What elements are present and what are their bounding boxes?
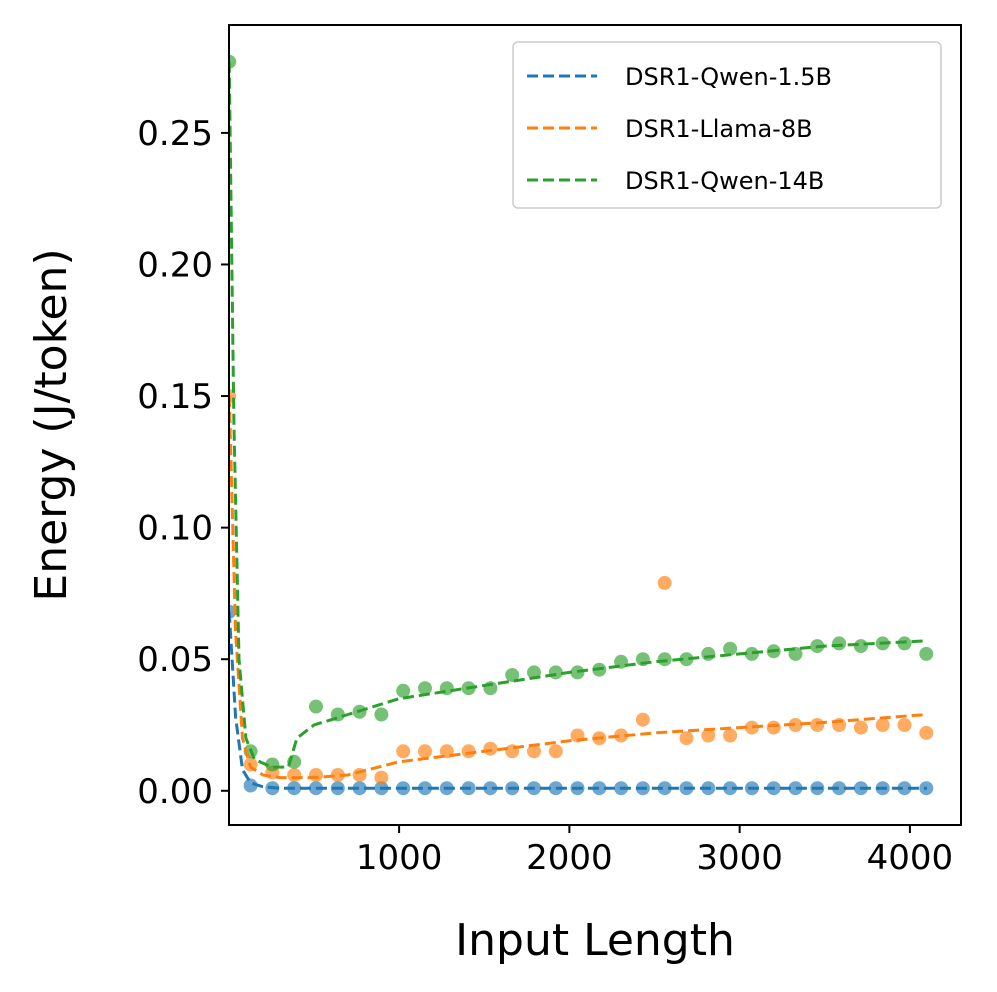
data-point [897,718,912,732]
data-point [853,720,868,735]
plot-marks [229,54,934,796]
legend-entry: DSR1-Llama-8B [625,115,813,143]
data-point [788,718,803,732]
data-point [352,781,367,796]
axes: 1000 2000 3000 4000 0.00 0.05 0.10 0.15 0.20 0.25 [137,24,962,878]
data-point [548,744,563,759]
legend-entry: DSR1-Qwen-1.5B [625,63,832,91]
y-axis-label: Energy (J/token) [26,248,77,601]
y-tick-label: 0.10 [137,509,213,549]
data-point [853,639,868,654]
data-point [592,781,607,796]
axes-frame [228,24,962,826]
data-point [701,646,716,661]
series-points-1 [229,389,934,785]
fit-line-2 [229,61,927,769]
data-point [483,741,498,756]
data-point [229,54,237,69]
y-tick-label: 0.20 [137,245,213,285]
data-point [330,768,345,782]
data-point [919,646,934,661]
y-tick-label: 0.15 [137,377,213,417]
x-tick-label: 1000 [356,838,443,878]
data-point [657,781,672,796]
data-point [875,718,890,732]
data-point [614,728,629,743]
y-tick-label: 0.00 [137,772,213,812]
data-point [897,781,912,796]
legend: DSR1-Qwen-1.5B DSR1-Llama-8B DSR1-Qwen-14B [512,41,942,209]
data-point [832,781,847,796]
data-point [723,781,738,796]
data-point [679,731,694,746]
data-point [461,744,476,759]
data-point [744,646,759,661]
data-point [548,665,563,680]
data-point [287,768,302,782]
fit-line-0 [229,611,927,790]
fit-line-1 [229,396,928,780]
data-point [309,699,323,714]
data-point [723,641,738,656]
data-point [243,778,258,793]
x-tick-label: 2000 [526,838,613,878]
data-point [483,781,498,796]
data-point [309,768,323,782]
data-point [679,652,694,667]
data-point [788,781,803,796]
data-point [505,668,520,682]
series-points-0 [229,604,934,796]
data-point [919,725,934,740]
legend-entry: DSR1-Qwen-14B [625,167,824,195]
data-point [374,707,389,722]
data-point [657,575,672,590]
data-point [766,720,781,735]
data-point [657,652,672,667]
x-tick-label: 4000 [867,838,954,878]
x-axis-label: Input Length [455,915,735,966]
data-point [635,712,650,727]
y-tick-label: 0.25 [137,114,213,154]
x-tick-label: 3000 [696,838,783,878]
data-point [418,744,432,759]
y-tick-label: 0.05 [137,640,213,680]
data-point [701,728,716,743]
data-point [396,683,411,698]
legend-box [512,41,942,209]
data-point [548,781,563,796]
data-point [810,718,825,732]
data-point [418,681,432,696]
plot-area [229,54,934,796]
data-point [832,636,847,651]
data-point [374,770,389,785]
data-point [723,728,738,743]
data-point [527,744,541,759]
data-point [396,744,411,759]
data-point [418,781,432,796]
data-point [744,720,759,735]
